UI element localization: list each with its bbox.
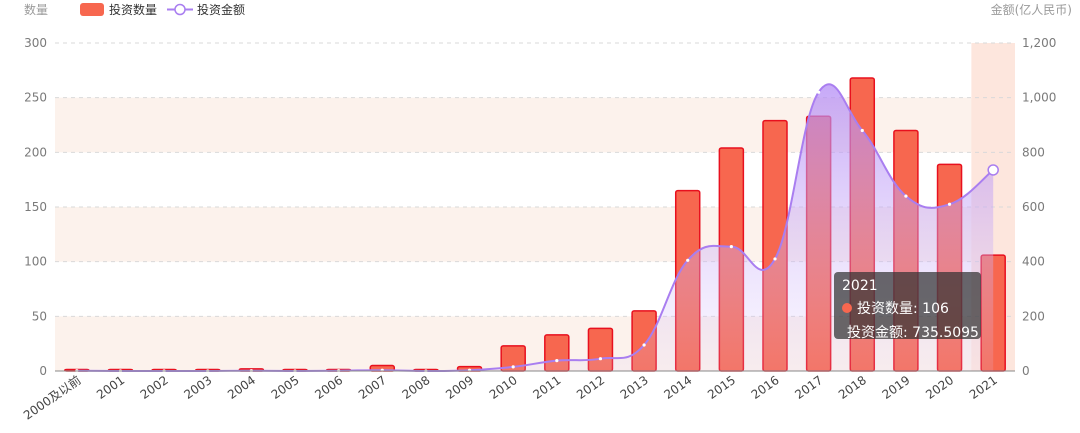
left-y-tick-label: 200 — [24, 145, 47, 159]
amount-point-2020[interactable] — [947, 202, 952, 206]
x-tick-label: 2011 — [530, 373, 563, 402]
x-tick-label: 2009 — [443, 373, 476, 402]
x-tick-label: 2007 — [356, 373, 389, 402]
right-y-tick-label: 1,200 — [1022, 36, 1056, 50]
tooltip-count-text: 投资数量: 106 — [857, 301, 949, 317]
left-y-tick-label: 150 — [24, 200, 47, 214]
tooltip-row-count: 投资数量: 106 — [842, 298, 973, 318]
tooltip-count-dot-icon — [842, 303, 852, 313]
amount-point-2011[interactable] — [555, 359, 559, 363]
x-tick-label: 2018 — [836, 373, 869, 402]
x-tick-label: 2013 — [618, 373, 651, 402]
x-tick-label: 2012 — [574, 373, 607, 402]
right-y-tick-label: 800 — [1022, 145, 1045, 159]
x-axis-ticks: 2000及以前 2001 2002 2003 2004 2005 2006 2007 2008 2… — [20, 372, 999, 422]
x-tick-label: 2006 — [312, 373, 345, 402]
right-y-tick-label: 1,000 — [1022, 91, 1056, 105]
amount-point-2019[interactable] — [904, 194, 908, 198]
left-y-tick-label: 0 — [39, 364, 47, 378]
amount-point-2012[interactable] — [598, 357, 603, 361]
x-tick-label: 2019 — [880, 373, 913, 402]
x-tick-label: 2014 — [661, 373, 694, 402]
amount-point-2015[interactable] — [729, 245, 733, 249]
amount-point-2021[interactable] — [987, 164, 999, 176]
right-y-axis: 0 200 400 600 800 1,000 1,200 — [1022, 36, 1056, 378]
legend-bar-label[interactable]: 投资数量 — [109, 2, 157, 17]
amount-point-2010[interactable] — [511, 365, 515, 369]
left-y-tick-label: 100 — [24, 255, 47, 269]
x-tick-label: 2015 — [705, 373, 738, 402]
legend[interactable]: 投资数量 投资金额 — [80, 2, 245, 17]
x-tick-label: 2003 — [181, 373, 214, 402]
x-tick-label: 2020 — [923, 373, 956, 402]
tooltip: 2021 投资数量: 106 投资金额: 735.5095 — [834, 272, 981, 342]
x-tick-label: 2002 — [138, 373, 171, 402]
amount-point-2017[interactable] — [817, 90, 821, 94]
left-y-tick-label: 300 — [24, 36, 47, 50]
x-tick-label: 2004 — [225, 373, 258, 402]
x-tick-label: 2016 — [749, 373, 782, 402]
right-y-tick-label: 0 — [1022, 364, 1030, 378]
x-tick-label: 2001 — [94, 373, 127, 402]
x-tick-label: 2008 — [400, 373, 433, 402]
x-tick-label: 2005 — [269, 373, 302, 402]
amount-area — [76, 84, 994, 372]
amount-point-2016[interactable] — [773, 257, 777, 261]
amount-point-2018[interactable] — [860, 128, 864, 133]
tooltip-title: 2021 — [842, 278, 878, 294]
left-y-axis: 0 50 100 150 200 250 300 — [24, 36, 47, 378]
x-tick-label: 2021 — [967, 373, 1000, 402]
right-y-tick-label: 200 — [1022, 309, 1045, 323]
left-axis-title: 数量 — [24, 2, 48, 17]
x-tick-label: 2000及以前 — [20, 372, 83, 422]
legend-line-label[interactable]: 投资金额 — [197, 2, 245, 17]
amount-point-2013[interactable] — [642, 343, 646, 347]
tooltip-row-amount: 投资金额: 735.5095 — [842, 322, 979, 342]
right-y-tick-label: 600 — [1022, 200, 1045, 214]
legend-line-marker-icon[interactable] — [174, 3, 186, 16]
left-y-tick-label: 50 — [32, 309, 47, 323]
right-y-tick-label: 400 — [1022, 255, 1045, 269]
x-tick-label: 2017 — [792, 373, 825, 402]
amount-point-2014[interactable] — [686, 258, 690, 262]
right-axis-title: 金额(亿人民币) — [991, 2, 1072, 17]
x-tick-label: 2010 — [487, 373, 520, 402]
tooltip-amount-text: 投资金额: 735.5095 — [847, 325, 979, 341]
legend-bar-swatch[interactable] — [80, 3, 104, 16]
left-y-tick-label: 250 — [24, 91, 47, 105]
